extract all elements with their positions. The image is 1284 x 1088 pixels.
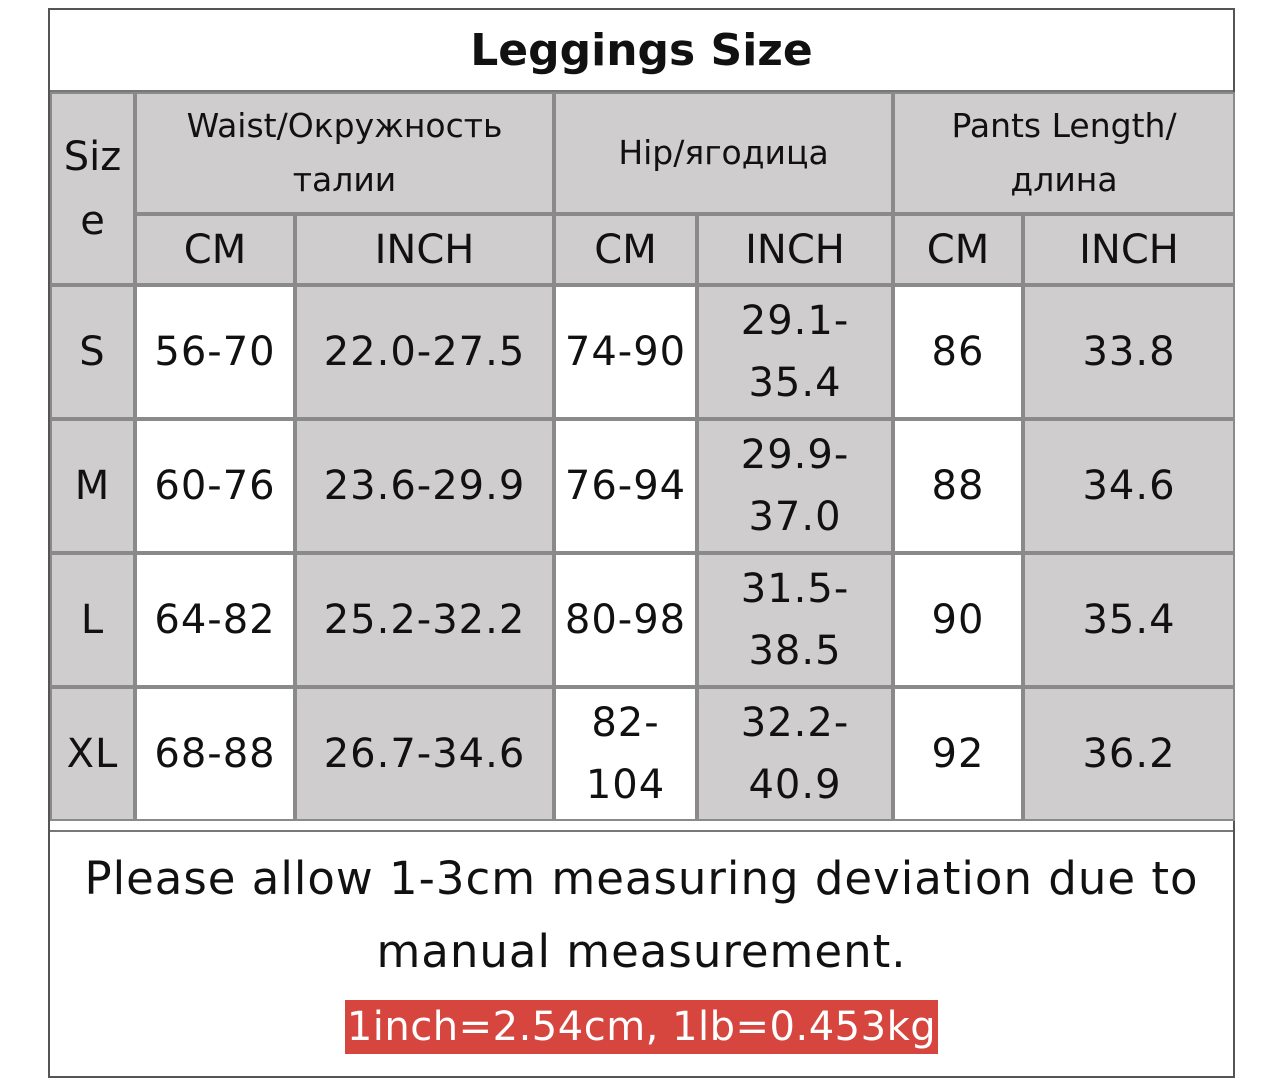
waist-cm-cell: 60-76 — [135, 419, 295, 553]
measurement-note: Please allow 1-3cm measuring deviation d… — [50, 830, 1233, 988]
hip-cm-header: CM — [554, 214, 697, 285]
length-cm-cell: 86 — [893, 285, 1023, 419]
waist-inch-cell: 22.0-27.5 — [295, 285, 554, 419]
hip-inch-header: INCH — [697, 214, 893, 285]
hip-inch-cell: 29.1-35.4 — [697, 285, 893, 419]
table-row: M 60-76 23.6-29.9 76-94 29.9-37.0 88 34.… — [50, 419, 1235, 553]
note-text: Please allow 1-3cm measuring deviation d… — [84, 852, 1199, 978]
size-chart: Leggings Size Siz e Waist/Окружность тал… — [48, 8, 1235, 1078]
hip-cm-cell: 76-94 — [554, 419, 697, 553]
waist-cm-cell: 64-82 — [135, 553, 295, 687]
length-cm-cell: 88 — [893, 419, 1023, 553]
length-inch-cell: 35.4 — [1023, 553, 1235, 687]
conversion-text: 1inch=2.54cm, 1lb=0.453kg — [344, 1000, 939, 1054]
hip-cm-cell: 74-90 — [554, 285, 697, 419]
size-table: Siz e Waist/Окружность талии Hip/ягодица… — [50, 92, 1235, 821]
length-cm-cell: 92 — [893, 687, 1023, 821]
waist-inch-header: INCH — [295, 214, 554, 285]
table-row: XL 68-88 26.7-34.6 82-104 32.2-40.9 92 3… — [50, 687, 1235, 821]
length-inch-cell: 34.6 — [1023, 419, 1235, 553]
size-cell: M — [50, 419, 135, 553]
waist-cm-header: CM — [135, 214, 295, 285]
hip-cm-cell: 82-104 — [554, 687, 697, 821]
waist-inch-cell: 25.2-32.2 — [295, 553, 554, 687]
waist-inch-cell: 26.7-34.6 — [295, 687, 554, 821]
table-row: L 64-82 25.2-32.2 80-98 31.5-38.5 90 35.… — [50, 553, 1235, 687]
hip-inch-cell: 29.9-37.0 — [697, 419, 893, 553]
pants-length-header: Pants Length/ длина — [893, 92, 1235, 214]
hip-inch-cell: 32.2-40.9 — [697, 687, 893, 821]
waist-cm-cell: 68-88 — [135, 687, 295, 821]
length-inch-cell: 33.8 — [1023, 285, 1235, 419]
hip-header: Hip/ягодица — [554, 92, 893, 214]
length-cm-header: CM — [893, 214, 1023, 285]
length-inch-header: INCH — [1023, 214, 1235, 285]
size-cell: XL — [50, 687, 135, 821]
table-row: S 56-70 22.0-27.5 74-90 29.1-35.4 86 33.… — [50, 285, 1235, 419]
length-cm-cell: 90 — [893, 553, 1023, 687]
size-cell: S — [50, 285, 135, 419]
size-column-header: Siz e — [50, 92, 135, 285]
waist-cm-cell: 56-70 — [135, 285, 295, 419]
conversion-banner: 1inch=2.54cm, 1lb=0.453kg — [50, 1000, 1233, 1054]
waist-header: Waist/Окружность талии — [135, 92, 554, 214]
hip-cm-cell: 80-98 — [554, 553, 697, 687]
waist-inch-cell: 23.6-29.9 — [295, 419, 554, 553]
hip-inch-cell: 31.5-38.5 — [697, 553, 893, 687]
chart-title: Leggings Size — [50, 10, 1233, 92]
length-inch-cell: 36.2 — [1023, 687, 1235, 821]
size-cell: L — [50, 553, 135, 687]
